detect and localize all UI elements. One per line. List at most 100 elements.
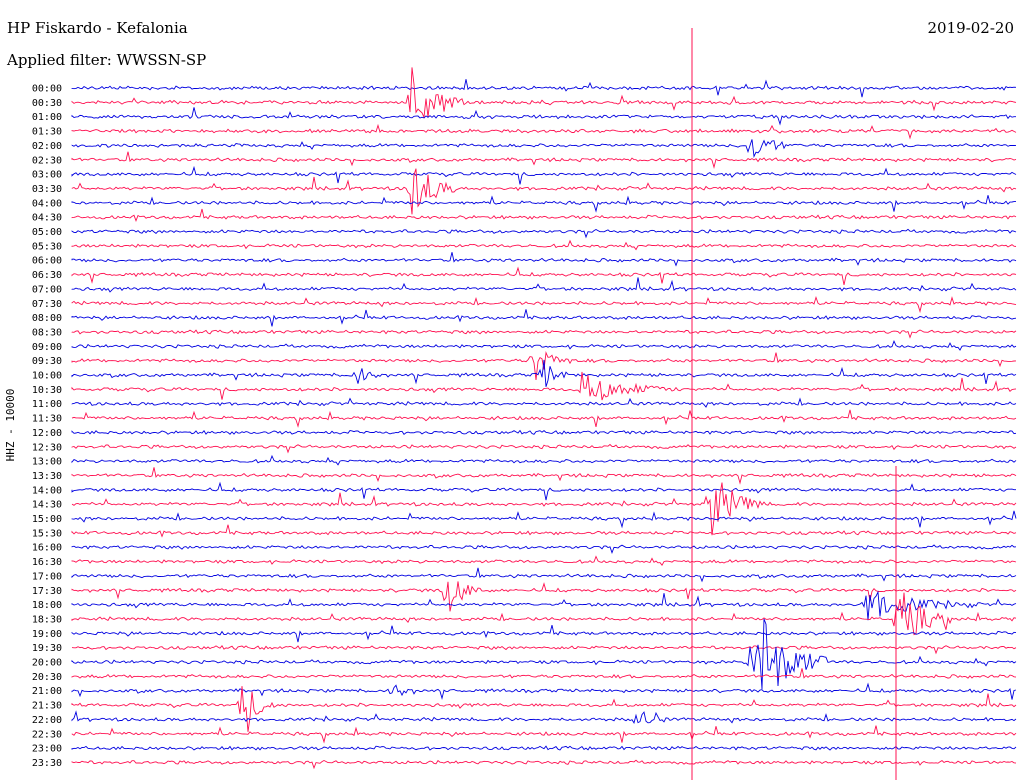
row-time-label: 08:00 [32,313,62,324]
trace-line [71,359,1017,387]
trace-line [71,208,1017,222]
trace-line [71,592,1017,636]
trace-line [71,239,1017,251]
row-time-label: 02:00 [32,141,62,152]
row-time-label: 19:30 [32,643,62,654]
date-label: 2019-02-20 [927,19,1014,37]
trace-line [71,67,1017,119]
trace-line [71,482,1017,536]
trace-line [71,590,1017,621]
row-time-label: 03:00 [32,170,62,181]
trace-line [71,624,1017,643]
row-time-label: 06:30 [32,270,62,281]
row-time-label: 19:00 [32,629,62,640]
row-time-label: 22:00 [32,715,62,726]
row-time-label: 13:30 [32,471,62,482]
trace-line [71,429,1017,435]
trace-line [71,510,1017,529]
trace-line [71,524,1017,538]
row-time-label: 05:30 [32,241,62,252]
trace-line [71,340,1017,351]
filter-label: Applied filter: WWSSN-SP [7,51,207,69]
row-time-label: 17:30 [32,586,62,597]
row-time-label: 20:00 [32,658,62,669]
trace-line [71,168,1017,215]
trace-line [71,725,1017,744]
row-time-label: 21:00 [32,686,62,697]
row-time-label: 10:30 [32,385,62,396]
row-time-label: 21:30 [32,701,62,712]
trace-line [71,79,1017,98]
trace-line [71,645,1017,655]
row-time-label: 07:30 [32,299,62,310]
trace-line [71,397,1017,408]
trace-line [71,686,1017,732]
row-time-label: 15:00 [32,514,62,525]
row-time-label: 23:00 [32,744,62,755]
y-axis-label: HHZ - 10000 [4,389,17,462]
row-time-label: 00:30 [32,98,62,109]
trace-line [71,266,1017,285]
row-time-label: 01:30 [32,127,62,138]
row-time-label: 14:30 [32,500,62,511]
trace-line [71,277,1017,293]
row-time-label: 01:00 [32,112,62,123]
row-time-label: 07:00 [32,284,62,295]
row-time-label: 12:00 [32,428,62,439]
row-time-label: 13:00 [32,457,62,468]
trace-line [71,295,1017,314]
trace-line [71,350,1017,380]
row-time-label: 16:30 [32,557,62,568]
trace-line [71,668,1017,679]
trace-line [71,409,1017,428]
trace-line [71,454,1017,466]
row-time-label: 23:30 [32,758,62,769]
trace-line [71,151,1017,170]
trace-line [71,107,1016,126]
trace-line [71,165,1017,185]
row-time-label: 09:00 [32,342,62,353]
trace-line [71,618,1017,690]
trace-line [71,139,1017,159]
row-time-label: 15:30 [32,528,62,539]
trace-line [71,371,1017,401]
trace-line [71,759,1017,770]
row-time-label: 17:00 [32,571,62,582]
trace-line [71,467,1017,485]
row-time-label: 09:30 [32,356,62,367]
trace-line [71,544,1017,555]
row-time-label: 05:00 [32,227,62,238]
trace-line [71,123,1017,140]
trace-line [71,195,1017,213]
row-time-label: 03:30 [32,184,62,195]
row-time-label: 06:00 [32,256,62,267]
row-time-label: 04:30 [32,213,62,224]
trace-line [71,555,1017,567]
row-time-label: 10:00 [32,371,62,382]
trace-line [71,481,1016,501]
row-time-label: 22:30 [32,729,62,740]
trace-line [71,329,1017,339]
row-time-label: 16:00 [32,543,62,554]
row-time-label: 20:30 [32,672,62,683]
row-time-label: 11:00 [32,399,62,410]
trace-line [71,309,1017,327]
row-time-label: 18:00 [32,600,62,611]
row-time-label: 02:30 [32,155,62,166]
row-time-label: 14:00 [32,485,62,496]
trace-line [71,567,1017,583]
row-time-label: 08:30 [32,327,62,338]
row-time-label: 18:30 [32,614,62,625]
trace-line [71,252,1017,267]
trace-line [71,745,1017,751]
row-time-label: 00:00 [32,84,62,95]
trace-line [71,581,1017,612]
row-time-label: 04:00 [32,198,62,209]
trace-line [71,443,1017,454]
trace-line [71,682,1017,701]
trace-line [71,228,1017,239]
row-time-label: 12:30 [32,442,62,453]
station-title: HP Fiskardo - Kefalonia [7,19,188,37]
row-time-label: 11:30 [32,414,62,425]
